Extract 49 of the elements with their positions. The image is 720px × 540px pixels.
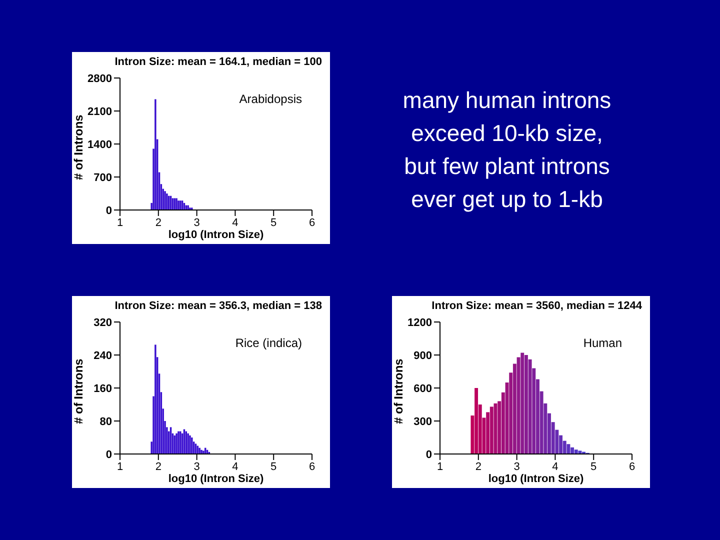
- chart-title: Intron Size: mean = 356.3, median = 138: [114, 300, 322, 312]
- y-tick-label: 320: [94, 316, 112, 329]
- x-tick-label: 2: [155, 460, 162, 473]
- x-tick-label: 3: [194, 460, 200, 473]
- x-tick-label: 2: [155, 216, 162, 229]
- text: but few plant introns: [403, 152, 611, 181]
- y-tick-label: 80: [100, 416, 112, 428]
- chart-title: Intron Size: mean = 3560, median = 1244: [430, 300, 642, 312]
- x-tick-label: 4: [232, 460, 238, 473]
- x-tick-label: 5: [590, 460, 597, 473]
- y-tick-label: 0: [106, 204, 112, 217]
- x-tick-label: 4: [232, 216, 238, 229]
- x-tick-label: 6: [628, 460, 636, 473]
- annotation: Rice (indica): [235, 336, 302, 350]
- text: exceed 10-kb size,: [410, 119, 604, 148]
- x-tick-label: 1: [116, 216, 124, 229]
- y-tick-label: 2100: [88, 106, 112, 118]
- x-axis-title: log10 (Intron Size): [168, 229, 264, 241]
- x-tick-label: 1: [116, 460, 124, 473]
- x-tick-label: 3: [514, 460, 520, 473]
- y-tick-label: 160: [94, 382, 112, 395]
- x-tick-label: 5: [270, 460, 277, 473]
- x-tick-label: 6: [308, 460, 316, 473]
- x-tick-label: 1: [436, 460, 444, 473]
- x-axis-title: log10 (Intron Size): [488, 473, 584, 485]
- y-tick-label: 900: [414, 350, 432, 362]
- y-tick-label: 300: [414, 416, 432, 428]
- y-tick-label: 1200: [408, 316, 432, 329]
- y-axis-title: # of Introns: [71, 358, 86, 424]
- y-axis-title: # of Introns: [391, 358, 406, 424]
- text: many human introns: [402, 86, 612, 115]
- x-tick-label: 4: [552, 460, 558, 473]
- chart-title: Intron Size: mean = 164.1, median = 100: [114, 56, 322, 68]
- x-tick-label: 2: [475, 460, 482, 473]
- y-tick-label: 240: [94, 350, 112, 362]
- y-tick-label: 600: [414, 382, 432, 395]
- y-tick-label: 1400: [88, 138, 112, 151]
- x-tick-label: 5: [270, 216, 277, 229]
- annotation: Arabidopsis: [239, 92, 302, 106]
- annotation: Human: [583, 336, 622, 350]
- text: ever get up to 1-kb: [410, 185, 604, 214]
- x-tick-label: 6: [308, 216, 316, 229]
- y-axis-title: # of Introns: [71, 114, 86, 180]
- x-tick-label: 3: [194, 216, 200, 229]
- y-tick-label: 0: [426, 448, 432, 461]
- y-tick-label: 0: [106, 448, 112, 461]
- x-axis-title: log10 (Intron Size): [168, 473, 264, 485]
- y-tick-label: 700: [94, 172, 112, 184]
- y-tick-label: 2800: [88, 72, 112, 85]
